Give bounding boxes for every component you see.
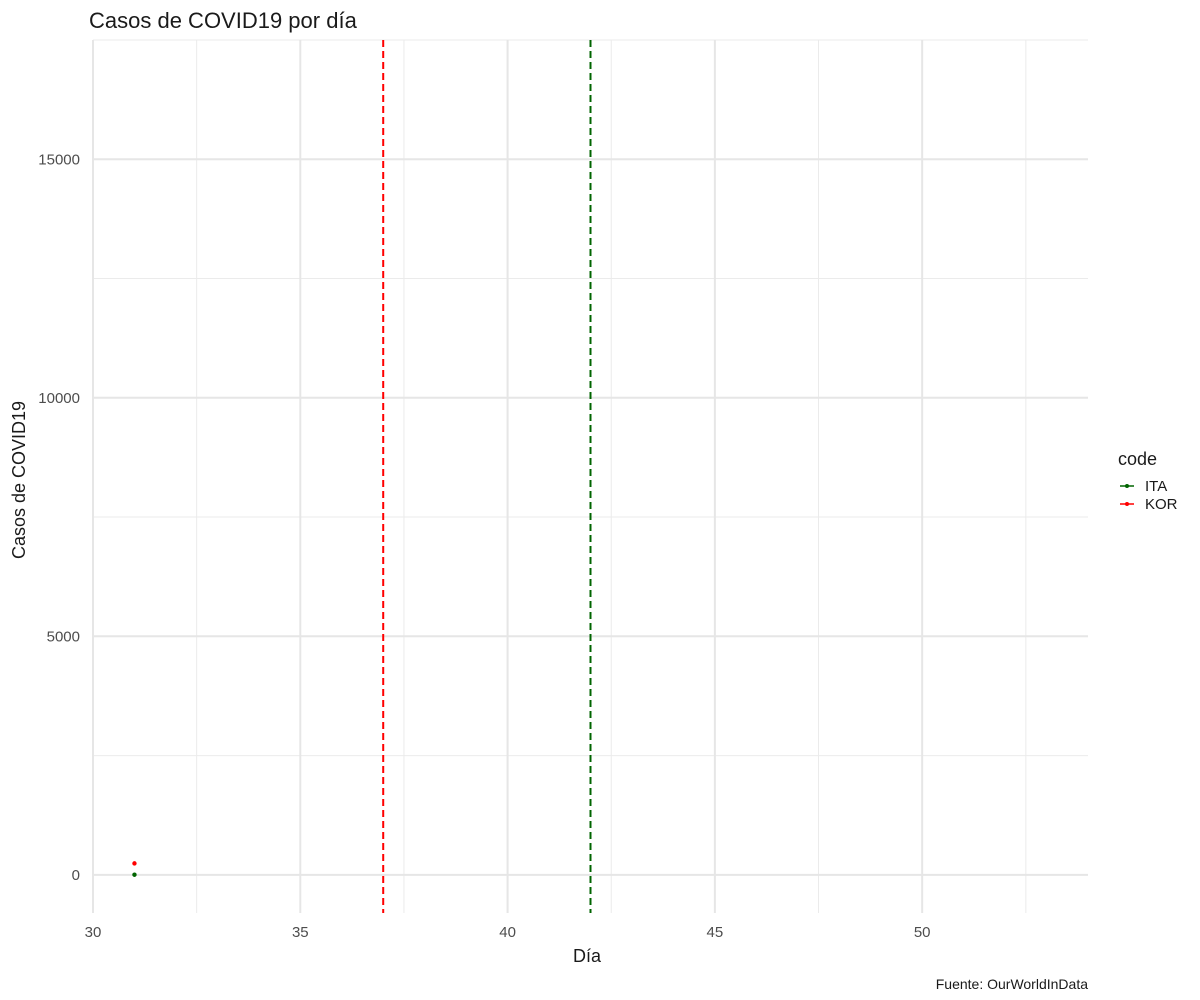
y-tick-label: 15000: [38, 151, 80, 168]
source-caption: Fuente: OurWorldInData: [936, 976, 1088, 992]
legend-item-ita: ITA: [1120, 478, 1167, 495]
y-axis-title: Casos de COVID19: [9, 401, 29, 559]
legend-label: ITA: [1145, 478, 1167, 495]
ita-data-point: [132, 872, 137, 877]
x-tick-label: 45: [707, 924, 724, 941]
reference-lines: [382, 40, 592, 913]
y-tick-label: 10000: [38, 390, 80, 407]
tick-labels: 30 35 40 45 50 0 5000 10000 15000: [38, 151, 930, 941]
chart-title: Casos de COVID19 por día: [89, 8, 358, 33]
legend-title: code: [1118, 449, 1157, 469]
x-tick-label: 35: [292, 924, 309, 941]
x-axis-title: Día: [573, 946, 602, 966]
x-tick-label: 50: [914, 924, 931, 941]
kor-data-point: [132, 861, 137, 866]
legend-key-point: [1125, 502, 1129, 506]
y-tick-label: 0: [72, 867, 80, 884]
y-tick-label: 5000: [47, 628, 80, 645]
x-tick-label: 40: [499, 924, 516, 941]
data-points: [132, 861, 137, 877]
legend-label: KOR: [1145, 496, 1178, 513]
x-tick-label: 30: [85, 924, 102, 941]
legend-key-point: [1125, 484, 1129, 488]
legend-item-kor: KOR: [1120, 496, 1178, 513]
